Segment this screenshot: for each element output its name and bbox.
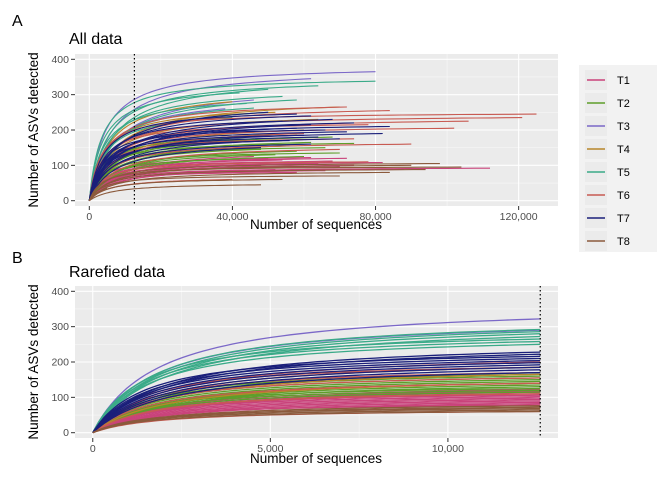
x-tick-label: 0 (90, 443, 96, 455)
panel-b-lines (92, 318, 541, 434)
legend-label: T4 (617, 144, 630, 156)
legend-item-t1: T1 (585, 70, 630, 90)
curve-line (88, 171, 390, 202)
panel-b-x-label: Number of sequences (250, 451, 382, 466)
y-tick-label: 400 (51, 54, 69, 66)
curve-line (92, 371, 541, 434)
x-tick-label: 120,000 (500, 211, 538, 223)
panel-a-x-ticks: 0 40,000 80,000 120,000 (86, 206, 538, 223)
curve-line (88, 163, 440, 202)
panel-b: B Rarefied data 0 5,000 10,000 0 100 200 300 4… (12, 250, 558, 466)
curve-line (88, 164, 412, 202)
panel-a-x-label: Number of sequences (250, 217, 382, 232)
y-tick-label: 300 (51, 89, 69, 101)
x-tick-label: 10,000 (432, 443, 464, 455)
curve-line (92, 318, 541, 433)
curve-line (92, 366, 541, 434)
legend-item-t3: T3 (585, 116, 630, 136)
panel-b-tag: B (12, 250, 23, 267)
legend-item-t6: T6 (585, 185, 630, 205)
curve-line (92, 328, 541, 433)
panel-a-lines (88, 71, 537, 202)
curve-line (92, 364, 541, 434)
panel-b-y-label: Number of ASVs detected (26, 284, 41, 439)
y-tick-label: 100 (51, 160, 69, 172)
curve-line (88, 80, 376, 201)
series-t8 (88, 163, 462, 202)
x-tick-label: 80,000 (359, 211, 391, 223)
curve-line (88, 184, 262, 202)
legend-label: T5 (617, 167, 630, 179)
x-tick-label: 0 (86, 211, 92, 223)
curve-line (92, 382, 541, 434)
panel-b-title: Rarefied data (69, 264, 165, 281)
curve-line (92, 400, 541, 434)
y-tick-label: 0 (63, 195, 69, 207)
panel-a-title: All data (69, 31, 122, 48)
curve-line (88, 138, 340, 201)
y-tick-label: 300 (51, 321, 69, 333)
curve-line (92, 369, 541, 434)
panel-a: A All data 0 40,000 80,000 120,000 0 100 200 3… (12, 13, 558, 232)
series-t7 (88, 111, 390, 201)
curve-line (92, 335, 541, 434)
y-tick-label: 200 (51, 125, 69, 137)
series-t7 (92, 351, 541, 434)
curve-line (88, 111, 269, 201)
legend: T1 T2 T3 T4 T5 T6 T7 T8 (579, 65, 657, 252)
curve-line (92, 386, 541, 434)
y-tick-label: 400 (51, 286, 69, 298)
legend-label: T7 (617, 213, 630, 225)
curve-line (92, 353, 541, 434)
series-t5 (92, 328, 541, 434)
curve-line (92, 405, 541, 434)
panel-a-y-ticks: 0 100 200 300 400 (51, 54, 75, 207)
x-tick-label: 5,000 (257, 443, 283, 455)
legend-item-t5: T5 (585, 162, 630, 182)
panel-a-tag: A (12, 13, 23, 30)
y-tick-label: 0 (63, 427, 69, 439)
curve-line (92, 406, 541, 434)
legend-item-t7: T7 (585, 208, 630, 228)
series-t8 (92, 405, 541, 434)
curve-line (92, 333, 541, 434)
curve-line (88, 118, 333, 201)
legend-label: T3 (617, 121, 630, 133)
panel-b-x-ticks: 0 5,000 10,000 (90, 438, 464, 455)
legend-item-t4: T4 (585, 139, 630, 159)
y-tick-label: 100 (51, 392, 69, 404)
legend-label: T2 (617, 98, 630, 110)
panel-b-y-ticks: 0 100 200 300 400 (51, 286, 75, 439)
panel-a-y-label: Number of ASVs detected (26, 52, 41, 207)
legend-label: T6 (617, 190, 630, 202)
y-tick-label: 200 (51, 357, 69, 369)
curve-line (92, 393, 541, 434)
legend-label: T8 (617, 236, 630, 248)
curve-line (92, 330, 541, 434)
legend-label: T1 (617, 75, 630, 87)
legend-item-t2: T2 (585, 93, 630, 113)
legend-item-t8: T8 (585, 231, 630, 251)
curve-line (92, 351, 541, 434)
legend-items: T1 T2 T3 T4 T5 T6 T7 T8 (585, 70, 630, 251)
x-tick-label: 40,000 (216, 211, 248, 223)
